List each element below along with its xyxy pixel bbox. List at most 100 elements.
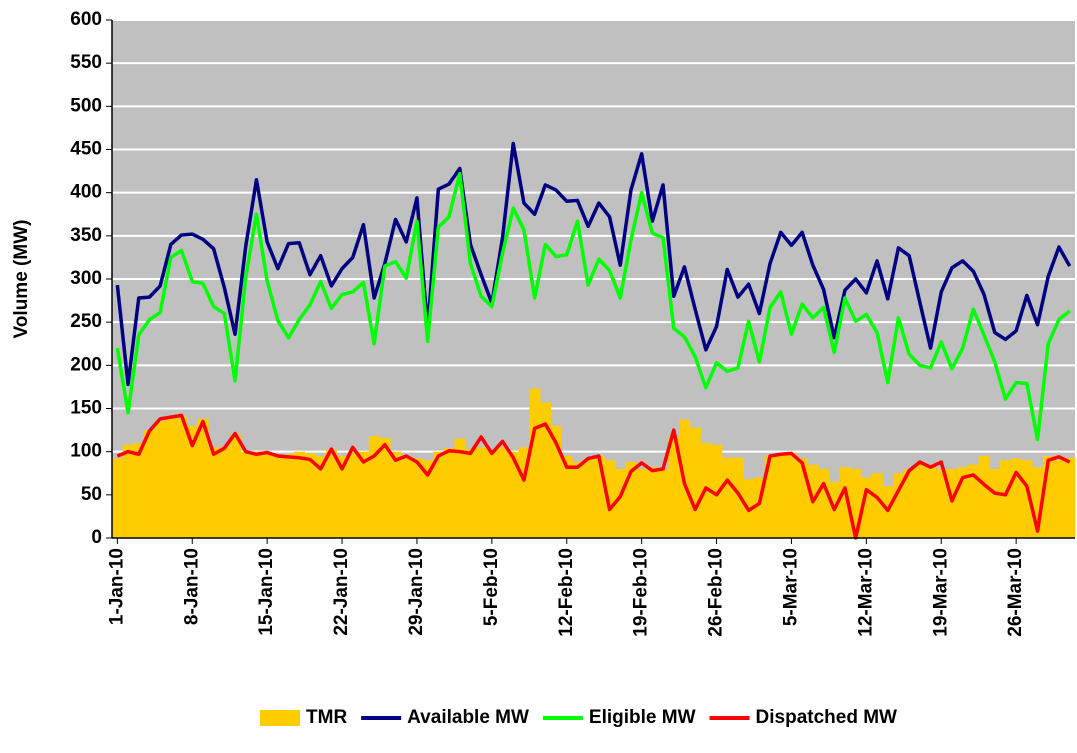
x-tick-label: 15-Jan-10: [256, 548, 277, 636]
bar: [326, 449, 338, 538]
bar: [486, 449, 498, 538]
y-tick-label: 350: [70, 225, 102, 246]
bar: [240, 451, 252, 538]
bar: [1042, 455, 1054, 538]
bar: [572, 462, 584, 538]
bar: [411, 458, 423, 538]
bar: [475, 447, 487, 538]
legend-item: TMR: [260, 707, 347, 728]
bar: [358, 451, 370, 538]
bar: [604, 460, 616, 538]
bar: [786, 453, 798, 538]
bar: [711, 444, 723, 538]
x-tick-label: 29-Jan-10: [406, 548, 427, 636]
bar: [443, 448, 455, 538]
bar: [721, 457, 733, 538]
bar: [293, 451, 305, 538]
bar: [400, 455, 412, 538]
bar: [796, 458, 808, 538]
bar: [1000, 460, 1012, 538]
bar: [925, 467, 937, 538]
x-tick-label: 12-Feb-10: [556, 548, 577, 637]
bar: [968, 464, 980, 538]
bar: [550, 425, 562, 538]
x-tick-label: 1-Jan-10: [106, 548, 127, 625]
bar: [529, 388, 541, 538]
bar: [186, 425, 198, 538]
bar: [229, 434, 241, 538]
bar: [315, 455, 327, 538]
bar: [689, 427, 701, 538]
bar: [422, 460, 434, 538]
bar: [133, 443, 145, 538]
y-tick-label: 400: [70, 182, 102, 203]
bar: [540, 402, 552, 538]
y-tick-label: 100: [70, 441, 102, 462]
bar: [850, 468, 862, 538]
legend-item: Dispatched MW: [709, 707, 898, 728]
bar: [261, 454, 273, 538]
bar: [657, 468, 669, 538]
bar: [614, 468, 626, 538]
bar: [871, 473, 883, 538]
legend-label: Dispatched MW: [756, 707, 898, 728]
bar: [165, 418, 177, 538]
bar: [732, 457, 744, 538]
y-tick-label: 250: [70, 311, 102, 332]
line-series: [115, 141, 1072, 387]
bar: [561, 455, 573, 538]
bar: [775, 454, 787, 538]
bar: [754, 477, 766, 538]
legend-label: Eligible MW: [589, 707, 696, 728]
x-tick-label: 19-Feb-10: [631, 548, 652, 637]
bar: [197, 418, 209, 538]
legend: TMR Available MW Eligible MW Dispatched MW: [260, 707, 897, 728]
bar: [347, 451, 359, 538]
bar: [304, 453, 316, 538]
x-tick-label: 8-Jan-10: [181, 548, 202, 625]
bar: [668, 436, 680, 538]
y-tick-label: 200: [70, 354, 102, 375]
bar: [251, 451, 263, 538]
x-tick-label: 26-Feb-10: [706, 548, 727, 637]
bar: [593, 455, 605, 538]
legend-swatch: [260, 710, 301, 726]
y-tick-label: 450: [70, 139, 102, 160]
bar: [454, 438, 466, 538]
bar: [861, 477, 873, 538]
bar: [903, 468, 915, 538]
y-axis-title: Volume (MW): [11, 220, 32, 339]
bar: [154, 421, 166, 538]
bar: [390, 451, 402, 538]
bar: [957, 467, 969, 538]
bar: [893, 473, 905, 538]
bar: [989, 468, 1001, 538]
y-tick-label: 0: [91, 527, 102, 548]
legend-label: Available MW: [407, 707, 529, 728]
x-tick-label: 5-Mar-10: [780, 548, 801, 626]
y-tick-label: 550: [70, 52, 102, 73]
y-tick-label: 50: [81, 484, 102, 505]
bar: [1053, 460, 1065, 538]
bar: [283, 454, 295, 538]
bar: [1010, 458, 1022, 538]
bar: [465, 449, 477, 538]
legend-label: TMR: [306, 707, 347, 728]
bar: [507, 451, 519, 538]
y-tick-label: 600: [70, 9, 102, 30]
bar: [636, 468, 648, 538]
x-tick-label: 26-Mar-10: [1005, 548, 1026, 637]
bar: [379, 437, 391, 538]
bar: [272, 455, 284, 538]
bar: [144, 430, 156, 538]
bar: [176, 417, 188, 538]
x-tick-label: 12-Mar-10: [855, 548, 876, 637]
bar: [518, 447, 530, 538]
bar: [122, 444, 134, 538]
y-tick-label: 150: [70, 398, 102, 419]
bar: [625, 462, 637, 538]
bar: [1064, 457, 1076, 538]
bar: [914, 464, 926, 538]
bar: [1032, 467, 1044, 538]
